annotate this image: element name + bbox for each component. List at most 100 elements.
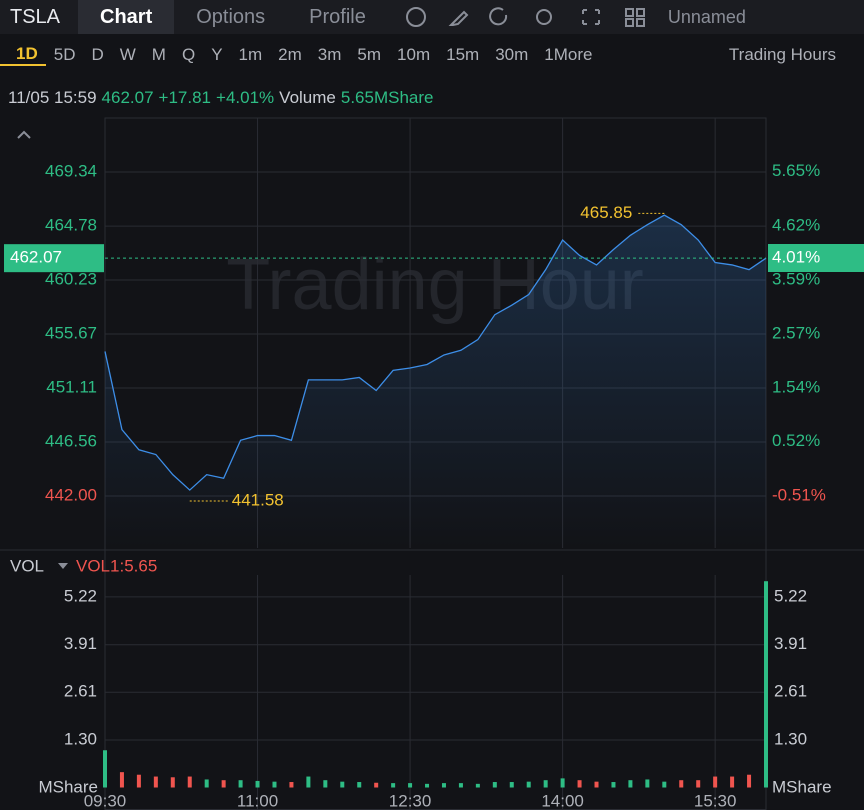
symbol[interactable]: TSLA xyxy=(10,5,61,28)
price-area xyxy=(105,215,766,549)
volume-bar xyxy=(221,780,226,788)
volume-bar xyxy=(696,780,701,788)
y2-tick-label: 0.52% xyxy=(772,431,820,450)
period[interactable]: D xyxy=(91,45,104,64)
y-tick-label: 469.34 xyxy=(45,162,97,181)
volume-bar xyxy=(543,780,548,788)
volume-bar xyxy=(764,581,768,788)
volume-bar xyxy=(458,783,463,788)
y2-tick-label: 3.59% xyxy=(772,270,820,289)
indicator-name: VOL xyxy=(10,556,44,575)
quote-bar: 11/05 15:59 462.07 +17.81 +4.01% Volume … xyxy=(8,88,434,108)
x-tick-label: 12:30 xyxy=(389,791,432,810)
period[interactable]: 3m xyxy=(317,45,342,64)
y-tick-label: 464.78 xyxy=(45,216,97,235)
volume-bar xyxy=(357,782,362,788)
volume-bar xyxy=(679,780,684,788)
y-tick-label: 455.67 xyxy=(45,323,97,342)
y2-tick-label: -0.51% xyxy=(772,485,826,504)
price-line xyxy=(104,214,767,491)
period[interactable]: W xyxy=(119,45,136,64)
dropdown-icon[interactable] xyxy=(58,563,68,569)
toolbar: TSLA Chart Options Profile Unnamed xyxy=(0,0,864,34)
volume-bar xyxy=(713,776,718,788)
volume-bar xyxy=(187,776,192,788)
volume-bar xyxy=(272,781,277,788)
volume-bar xyxy=(730,776,735,788)
volume-bar xyxy=(628,780,633,788)
volume-bar xyxy=(323,780,328,788)
tabs: Chart Options Profile xyxy=(78,0,388,34)
y-tick-label: 1.30 xyxy=(64,730,97,749)
period[interactable]: 2m xyxy=(278,45,302,64)
y2-tick-label: 2.61 xyxy=(774,682,807,701)
y-tick-label: 460.23 xyxy=(45,269,97,288)
volume-bar xyxy=(238,780,243,788)
icons xyxy=(405,7,645,27)
y-tick-label: 446.56 xyxy=(45,431,97,450)
y-tick-label: 2.61 xyxy=(64,682,97,701)
unit-label: MShare xyxy=(38,777,98,796)
y-tick-label: 3.91 xyxy=(64,634,97,653)
annotation-label: 441.58 xyxy=(232,490,284,509)
tab[interactable]: Options xyxy=(196,6,266,28)
tab[interactable]: Profile xyxy=(309,6,366,28)
volume-bar xyxy=(204,779,209,788)
last-price-label: 462.07 xyxy=(10,248,62,267)
volume-bar xyxy=(492,782,497,788)
period[interactable]: 1D xyxy=(0,44,46,66)
volume-bar xyxy=(340,781,345,788)
volume-bar xyxy=(136,774,141,788)
y-tick-label: 5.22 xyxy=(64,586,97,605)
period[interactable]: 1More xyxy=(544,45,593,64)
period[interactable]: Y xyxy=(211,45,223,64)
time: 11/05 15:59 xyxy=(8,88,97,107)
volume-bar xyxy=(509,782,514,788)
y2-tick-label: 1.30 xyxy=(774,730,807,749)
volume-bar xyxy=(645,779,650,788)
x-tick-label: 11:00 xyxy=(237,791,278,810)
tab[interactable]: Chart xyxy=(78,0,175,34)
volume-bar xyxy=(747,774,752,788)
unit-label: MShare xyxy=(772,777,832,796)
period[interactable]: 5D xyxy=(53,45,76,64)
volume-bar xyxy=(441,783,446,788)
last-pct-box xyxy=(768,244,864,272)
period[interactable]: M xyxy=(151,45,166,64)
period[interactable]: 15m xyxy=(446,45,480,64)
volume-bar xyxy=(374,782,379,788)
last-price-box xyxy=(4,244,104,273)
volume-bar xyxy=(119,772,124,788)
x-tick-label: 15:30 xyxy=(694,791,737,810)
volume-label: Volume xyxy=(279,88,336,107)
volume-bar xyxy=(526,781,531,788)
period[interactable]: 1m xyxy=(238,45,263,64)
volume-bar xyxy=(594,781,599,788)
volume-bar xyxy=(391,783,396,788)
y2-tick-label: 2.57% xyxy=(772,323,820,342)
change: +17.81 xyxy=(158,88,212,107)
volume-bar xyxy=(408,783,413,788)
volume-bar xyxy=(475,783,480,788)
y2-tick-label: 4.62% xyxy=(772,215,820,234)
y2-tick-label: 5.22 xyxy=(774,586,807,605)
period[interactable]: 30m xyxy=(495,45,529,64)
volume-bar xyxy=(662,781,667,788)
collapse-icon[interactable] xyxy=(17,130,31,139)
period[interactable]: Q xyxy=(181,45,196,64)
volume-bar xyxy=(289,782,294,788)
x-tick-label: 14:00 xyxy=(541,791,584,810)
volume-bar xyxy=(306,776,311,788)
period[interactable]: 10m xyxy=(397,45,431,64)
layout-name[interactable]: Unnamed xyxy=(667,6,746,27)
indicator-value: VOL1:5.65 xyxy=(76,556,157,575)
session[interactable]: Trading Hours xyxy=(728,45,836,64)
y2-tick-label: 5.65% xyxy=(772,161,820,180)
period[interactable]: 5m xyxy=(357,45,382,64)
annotation-label: 465.85 xyxy=(580,203,632,222)
volume-bar xyxy=(425,783,430,788)
period-bar: Trading Hours 1D 5D D W M Q Y 1m 2m 3m 5m 10m 15m 30m… xyxy=(0,40,864,70)
volume-bar xyxy=(560,778,565,788)
